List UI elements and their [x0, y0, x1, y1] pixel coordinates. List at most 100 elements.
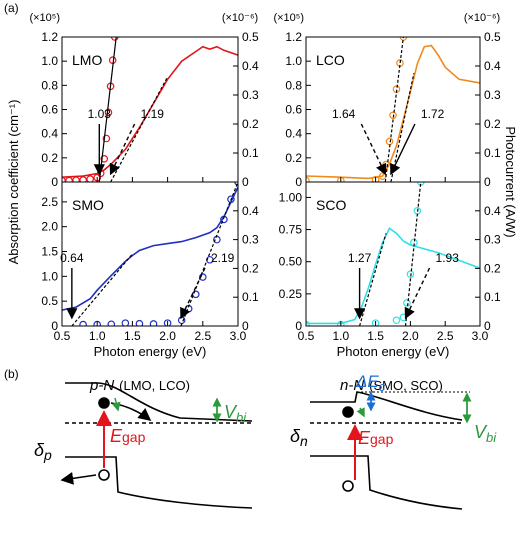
y-tick-label: 0: [51, 319, 58, 333]
gap-symbol: E: [358, 428, 371, 448]
y2-tick-label: 0.4: [484, 204, 501, 218]
vbi-symbol: V: [224, 402, 238, 422]
x-tick-label: 2.5: [194, 329, 211, 343]
fit-line: [180, 182, 238, 326]
y-tick-label: 0.8: [41, 78, 58, 92]
photocurrent-point: [385, 137, 394, 146]
y2-tick-label: 0: [242, 175, 249, 189]
y-tick-label: 0.2: [41, 151, 58, 165]
annotation-arrow: [404, 267, 431, 320]
annotation-arrow: [180, 267, 206, 320]
delta-sub: n: [300, 433, 308, 449]
photocurrent-point: [65, 176, 73, 182]
fit-line: [98, 37, 117, 182]
y-scale-label: (×10⁵): [273, 12, 304, 24]
diagram-text: p-N (LMO, LCO): [89, 377, 190, 394]
y2-tick-label: 0: [484, 319, 491, 333]
y-tick-label: 1.2: [41, 30, 58, 44]
plot: [306, 37, 480, 182]
delta-symbol: δ: [290, 426, 301, 446]
y2-tick-label: 0.3: [242, 233, 259, 247]
y2-tick-label: 0.4: [242, 59, 259, 73]
vbi-symbol: V: [474, 422, 488, 442]
photocurrent-point: [227, 195, 235, 204]
x-tick-label: 0.5: [54, 329, 71, 343]
photocurrent-point: [135, 319, 144, 326]
vbi-label: Vbi: [474, 422, 497, 445]
offset-sub: c: [379, 379, 386, 394]
x-tick-label: 2.5: [437, 329, 454, 343]
x-tick-label: 3.0: [472, 329, 489, 343]
delta-label: δn: [290, 426, 308, 449]
x-tick-label: 1.0: [332, 329, 349, 343]
y-axis-label: Absorption coefficient (cm⁻¹): [6, 100, 21, 265]
y-scale-label: (×10⁵): [29, 12, 60, 24]
panel-label: (a): [4, 1, 19, 15]
x-tick-label: 1.5: [367, 329, 384, 343]
x-tick-label: 2.0: [159, 329, 176, 343]
photocurrent-point: [163, 319, 172, 326]
annotation-label: 0.64: [60, 251, 84, 265]
fit-line: [390, 73, 415, 182]
photocurrent-point: [86, 175, 94, 182]
y-tick-label: 0: [295, 175, 302, 189]
photocurrent-point: [149, 320, 158, 326]
y2-tick-label: 0.4: [484, 59, 501, 73]
x-tick-label: 1.0: [89, 329, 106, 343]
vbi-sub: bi: [486, 430, 497, 445]
y-tick-label: 1.5: [41, 245, 58, 259]
y2-tick-label: 0.5: [242, 30, 259, 44]
photocurrent-point: [111, 37, 119, 41]
photocurrent-point: [121, 319, 130, 326]
plot-frame: [61, 181, 239, 327]
annotation-arrow: [390, 123, 416, 176]
gap-label: Egap: [110, 426, 146, 446]
fit-line: [71, 253, 133, 326]
delta-sub: p: [43, 447, 52, 463]
y-tick-label: 0.50: [279, 255, 303, 269]
photocurrent-point: [72, 176, 80, 182]
photocurrent-point: [102, 134, 111, 143]
junction-type: p-N: [89, 377, 114, 394]
x-tick-label: 2.0: [402, 329, 419, 343]
y2-tick-label: 0.1: [484, 146, 501, 160]
offset-label: ΔEc: [355, 372, 386, 394]
y-tick-label: 0.5: [41, 294, 58, 308]
photocurrent-point: [79, 320, 87, 326]
y2-scale-label: (×10⁻⁶): [222, 12, 258, 24]
photocurrent-point: [100, 155, 109, 163]
panel-name: SCO: [316, 197, 346, 213]
plot: [62, 182, 238, 326]
annotation-label: 1.03: [88, 107, 112, 121]
band-diagram-left: [60, 382, 253, 509]
panel-label: (b): [4, 367, 19, 381]
photocurrent-point: [306, 176, 310, 182]
fit-line: [384, 37, 404, 182]
gap-sub: gap: [122, 429, 146, 445]
y2-tick-label: 0.5: [484, 30, 501, 44]
absorption-line: [62, 186, 238, 311]
y-tick-label: 0.8: [285, 78, 302, 92]
panel-name: LCO: [316, 52, 345, 68]
fit-line: [359, 233, 387, 326]
absorption-line: [306, 227, 480, 325]
y2-tick-label: 0.3: [242, 88, 259, 102]
annotation-arrow: [109, 123, 136, 176]
y2-tick-label: 0: [484, 175, 491, 189]
y2-axis-label: Photocurrent (A/W): [503, 126, 518, 237]
y-tick-label: 1.0: [41, 269, 58, 283]
y-tick-label: 0.75: [279, 223, 303, 237]
x-axis-label: Photon energy (eV): [337, 344, 450, 359]
y2-tick-label: 0.2: [484, 117, 501, 131]
photocurrent-point: [199, 273, 207, 281]
panel-name: LMO: [72, 52, 102, 68]
y-tick-label: 0.25: [279, 287, 303, 301]
y2-tick-label: 0.1: [484, 290, 501, 304]
y2-tick-label: 0.3: [484, 88, 501, 102]
y-tick-label: 0.4: [285, 127, 302, 141]
photocurrent-point: [403, 299, 411, 307]
delta-label: δp: [34, 440, 52, 463]
annotation-arrow: [360, 123, 387, 176]
y-tick-label: 2.0: [41, 220, 58, 234]
x-tick-label: 3.0: [230, 329, 247, 343]
